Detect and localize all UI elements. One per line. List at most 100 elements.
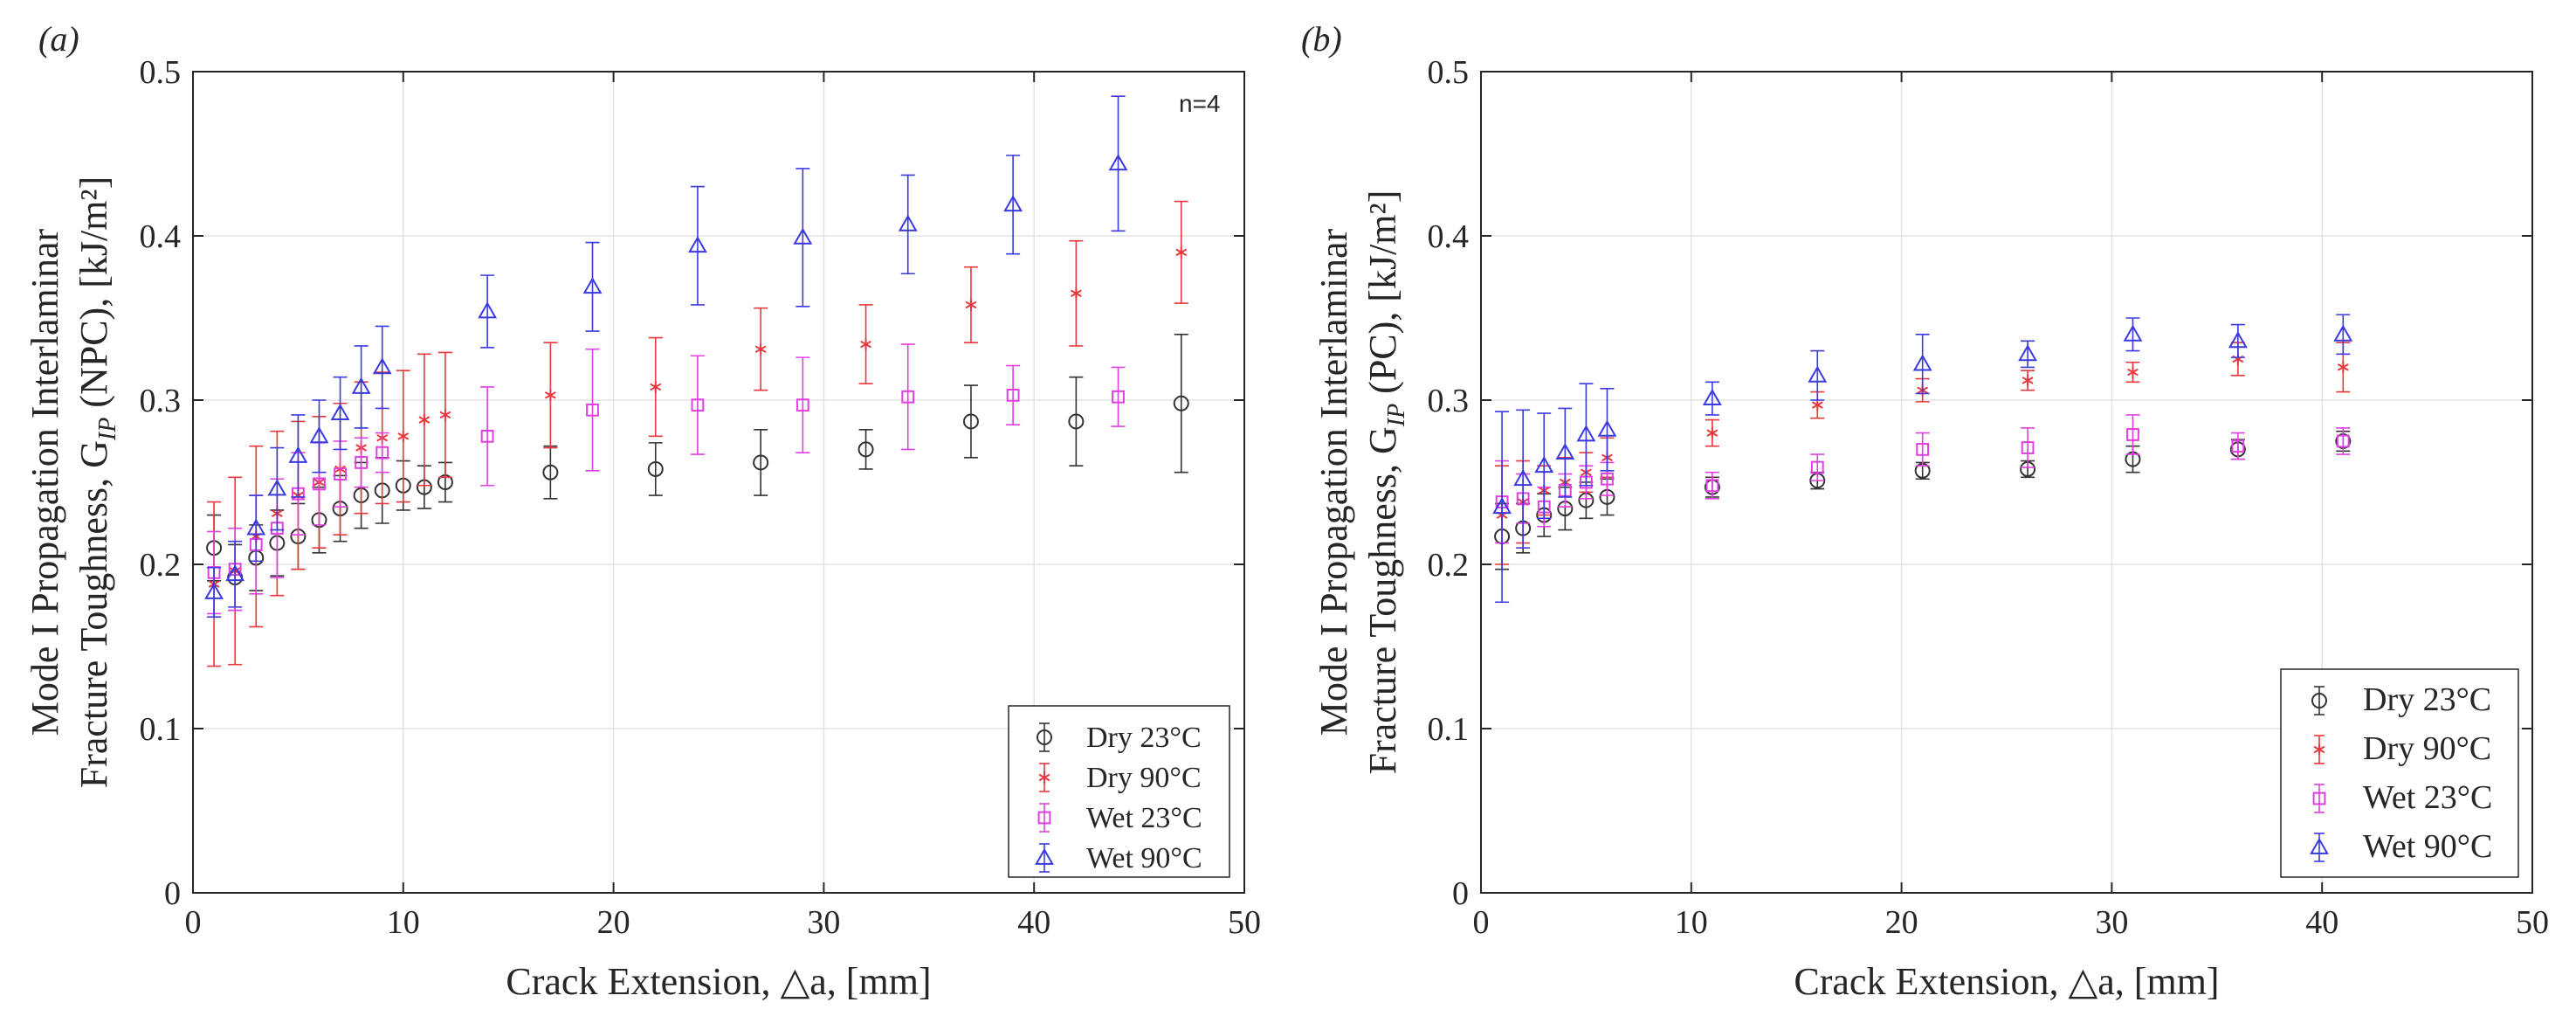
data-point-b-3-4	[1576, 425, 1596, 442]
data-point-a-1-15	[860, 338, 871, 350]
legend-item-a-3: Wet 90°C	[1035, 842, 1202, 874]
data-point-a-2-12	[796, 398, 809, 412]
data-point-a-3-7	[351, 377, 371, 394]
data-point-a-2-14-shape	[1006, 388, 1020, 402]
errorbar-a-0-13	[648, 442, 663, 496]
y-tick-label-b-5: 0.5	[1428, 54, 1470, 91]
data-point-b-2-11	[2231, 439, 2245, 453]
data-point-a-3-5	[309, 426, 329, 444]
data-point-b-2-6-shape	[1705, 479, 1719, 493]
y-tick-label-b-0: 0	[1452, 875, 1469, 912]
data-point-a-3-10-shape	[582, 277, 603, 294]
ticks-b: 0 10 20 30 40 50 0 0.1 0.2 0.3 0.4 0.5	[1428, 54, 2550, 941]
data-point-a-1-9-stroke3	[397, 432, 410, 440]
legend-marker-a-1	[1038, 771, 1050, 784]
data-point-a-1-18	[1175, 246, 1188, 259]
errorbar-a-2-15	[1111, 366, 1126, 427]
data-point-b-3-11	[2228, 331, 2248, 349]
data-point-a-1-12	[544, 389, 556, 402]
x-tick-label-b-1: 10	[1675, 904, 1708, 941]
data-point-b-1-9-stroke3	[2022, 377, 2034, 384]
data-point-a-0-12	[542, 464, 559, 480]
data-point-b-2-11-shape	[2231, 439, 2245, 453]
data-point-a-3-14	[1003, 195, 1023, 212]
series-a-3	[204, 95, 1128, 618]
data-point-b-2-12	[2336, 434, 2350, 448]
legend-marker-b-2-shape	[2312, 791, 2326, 805]
errorbar-b-2-6	[1705, 471, 1719, 500]
data-point-b-3-12-shape	[2333, 324, 2353, 342]
data-point-b-2-8-shape	[1916, 443, 1930, 456]
data-point-b-1-7-stroke3	[1811, 401, 1823, 409]
data-point-a-3-10	[582, 277, 603, 294]
data-point-b-2-6	[1705, 479, 1719, 493]
data-point-a-3-9	[478, 301, 498, 319]
data-point-a-2-7	[355, 456, 368, 469]
data-point-a-3-6-shape	[330, 403, 350, 420]
data-point-a-1-18-stroke3	[1175, 248, 1188, 257]
y-axis-label-line1-a: Mode I Propagation Interlaminar	[24, 228, 66, 736]
data-point-b-3-8-shape	[1912, 354, 1932, 371]
errorbar-a-3-3	[270, 446, 285, 531]
errorbar-a-3-13	[900, 174, 915, 275]
errorbar-a-0-15	[858, 429, 873, 470]
y-tick-label-b-4: 0.4	[1428, 218, 1470, 255]
y-label-main-a: Fracture Toughness, G	[72, 440, 115, 788]
data-point-a-1-11	[439, 409, 451, 421]
data-point-a-2-15	[1112, 390, 1125, 404]
errorbar-a-2-10	[585, 348, 600, 472]
x-tick-label-a-2: 20	[597, 904, 630, 941]
errorbar-a-3-6	[333, 376, 348, 451]
legend-item-b-0: Dry 23°C	[2311, 681, 2491, 718]
chart-panel-a: (a) 0 10 20 30 40 50 0 0.1 0.2 0.3 0.4 0.5 n=4 Crac…	[24, 19, 1261, 1003]
legend-marker-a-1-stroke3	[1038, 773, 1050, 782]
errorbar-a-2-9	[480, 386, 495, 487]
legend-marker-a-2-shape	[1037, 811, 1051, 825]
legend-marker-b-0-shape	[2311, 693, 2327, 708]
data-point-b-3-12	[2333, 324, 2353, 342]
legend-item-b-2: Wet 23°C	[2312, 779, 2492, 816]
data-point-a-3-5-shape	[309, 426, 329, 444]
legend-item-b-1: Dry 90°C	[2313, 730, 2491, 767]
y-label-sub-a: IP	[94, 418, 121, 441]
data-point-a-2-5-shape	[313, 477, 326, 491]
errorbar-b-3-6	[1705, 381, 1719, 416]
y-tick-label-a-4: 0.4	[140, 218, 182, 255]
data-point-a-3-8-shape	[372, 357, 392, 375]
data-point-a-3-2-shape	[246, 518, 266, 536]
data-point-a-1-12-stroke3	[544, 391, 556, 399]
data-point-a-3-7-shape	[351, 377, 371, 394]
errorbar-b-3-1	[1516, 409, 1531, 550]
data-point-a-2-7-shape	[355, 456, 368, 469]
data-point-b-2-5-shape	[1601, 472, 1614, 486]
data-point-b-3-9-shape	[2018, 344, 2038, 362]
data-point-b-3-2	[1534, 455, 1554, 473]
data-point-a-2-13	[901, 390, 915, 404]
data-point-a-3-12	[793, 227, 813, 245]
data-point-a-2-10	[586, 403, 599, 417]
data-point-a-3-11	[687, 236, 707, 253]
data-point-a-1-10	[418, 413, 430, 426]
data-point-b-3-7-shape	[1808, 365, 1828, 383]
data-point-a-0-17	[1068, 413, 1085, 430]
panel-label-a: (a)	[38, 19, 79, 59]
errorbar-a-2-13	[900, 343, 915, 451]
data-point-a-3-1	[225, 564, 245, 582]
data-point-a-3-13	[898, 214, 918, 232]
data-point-a-0-14-shape	[753, 454, 769, 471]
data-point-a-2-8	[375, 446, 389, 460]
y-tick-label-a-3: 0.3	[140, 383, 182, 419]
data-point-b-3-9	[2018, 344, 2038, 362]
data-point-a-3-11-shape	[687, 236, 707, 253]
data-point-b-2-10-shape	[2126, 428, 2139, 441]
legend-marker-b-3	[2310, 837, 2329, 854]
legend-items-a: Dry 23°C Dry 90°C Wet 23°C Wet 90°C	[1035, 722, 1202, 874]
legend-marker-b-0	[2311, 693, 2327, 708]
errorbar-a-3-9	[480, 274, 495, 349]
chart-panel-b: (b) 0 10 20 30 40 50 0 0.1 0.2 0.3 0.4 0.5 Crack Ex…	[1301, 19, 2549, 1003]
errorbar-b-2-7	[1810, 453, 1825, 481]
data-point-b-3-7	[1808, 365, 1828, 383]
data-point-b-2-7	[1810, 460, 1824, 474]
legend-label-b-2: Wet 23°C	[2363, 779, 2492, 816]
